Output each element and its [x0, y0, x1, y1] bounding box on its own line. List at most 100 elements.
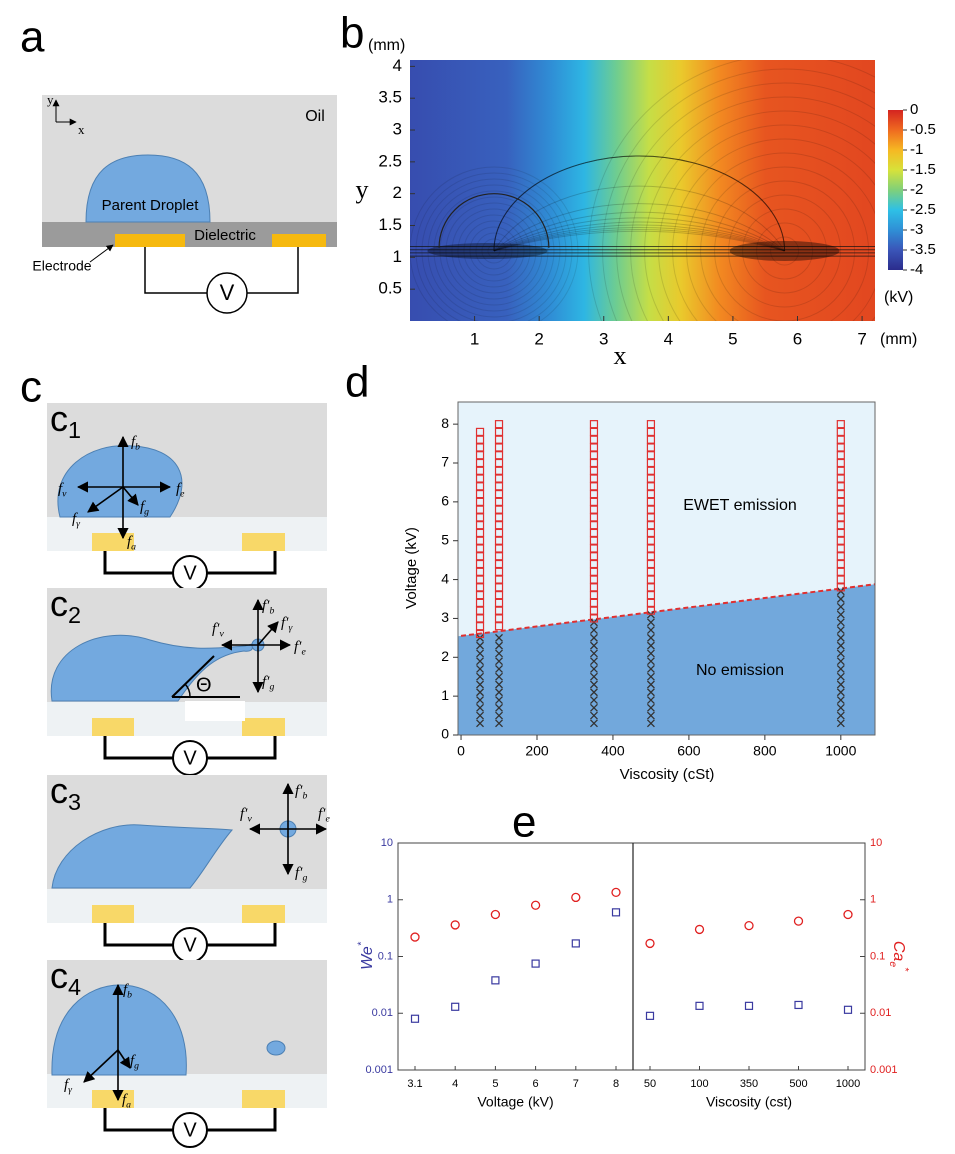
- x-tick-label: 600: [677, 743, 701, 759]
- force-arrow: [83, 1049, 119, 1083]
- no-emission-point: [495, 664, 503, 673]
- wire: [207, 1108, 277, 1132]
- no-emission-point: [646, 696, 655, 704]
- y2-tick-label: 1: [870, 894, 876, 906]
- no-emission-point: [646, 719, 655, 728]
- panel-label: c: [20, 363, 42, 412]
- x-tick-label: 5: [728, 329, 737, 348]
- emission-point: [589, 583, 599, 592]
- emission-point: [475, 528, 485, 538]
- force-label-sub: g: [134, 1061, 139, 1072]
- emission-point: [475, 575, 485, 584]
- field-lines: [410, 60, 875, 321]
- angle-arc: [184, 683, 191, 698]
- we-point: [744, 1001, 754, 1010]
- emission-point: [836, 458, 845, 468]
- y-tick-label: 1.5: [378, 215, 402, 234]
- emission-point: [836, 474, 845, 483]
- force-label-sub: g: [302, 873, 307, 884]
- emission-point: [646, 458, 656, 468]
- no-emission-point: [495, 680, 503, 689]
- force-label-main: f: [64, 1077, 70, 1093]
- angle-line: [171, 655, 215, 698]
- emission-point: [646, 528, 656, 538]
- no-emission-point: [836, 633, 845, 642]
- emission-point: [646, 489, 656, 499]
- emission-point: [494, 420, 504, 429]
- emission-point: [836, 489, 845, 499]
- emission-point: [475, 614, 485, 623]
- x-axis-title: Viscosity (cSt): [620, 766, 715, 783]
- emission-point: [494, 544, 504, 553]
- y-tick-label: 1: [387, 894, 393, 906]
- force-label-sub: b: [302, 791, 307, 802]
- emission-point: [836, 427, 845, 437]
- x-axis-title: Voltage (kV): [477, 1094, 553, 1110]
- emission-point: [494, 559, 504, 569]
- force-label: f′γ: [281, 615, 293, 633]
- emission-point: [589, 614, 599, 623]
- y2-axis-title: Cae*: [887, 941, 910, 972]
- emission-point: [494, 451, 504, 460]
- emission-point: [494, 466, 504, 475]
- y2-axis-title-main: Ca: [890, 941, 907, 962]
- x-tick-label: 8: [613, 1078, 619, 1090]
- no-emission-point: [476, 657, 484, 666]
- emission-point: [646, 427, 656, 437]
- x-tick-label: 5: [492, 1078, 498, 1090]
- field-chart: 1 2 3 4 5 6 7 0.5 1 1.5 2 2.5 3 3.5 4 x y (mm) (mm) 0 -0.5 -1…: [356, 37, 936, 370]
- force-label: fg: [140, 499, 149, 517]
- colorbar-tick-label: -3: [910, 221, 923, 238]
- field-line: [493, 224, 785, 252]
- y-tick-label: 1: [441, 687, 449, 703]
- y-tick-label: 0: [441, 726, 449, 742]
- y-tick-label: 2.5: [378, 151, 402, 170]
- electrode: [242, 533, 285, 551]
- force-label-main: f: [140, 499, 146, 515]
- region-label: EWET emission: [683, 497, 797, 514]
- region-label: No emission: [696, 662, 784, 679]
- no-emission-point: [590, 649, 598, 658]
- force-label-main: f′: [262, 598, 270, 614]
- emission-point: [836, 420, 845, 429]
- no-emission-point: [646, 672, 655, 681]
- emission-point: [589, 521, 599, 530]
- wire: [103, 923, 173, 947]
- x-tick-label: 4: [664, 329, 673, 348]
- field-line: [493, 211, 785, 252]
- emission-point: [646, 474, 656, 483]
- force-label-main: f′: [295, 783, 303, 799]
- ca-point: [490, 909, 501, 920]
- emission-point: [836, 435, 845, 444]
- boundary-line: [460, 583, 876, 637]
- no-emission-point: [836, 626, 845, 635]
- force-label-main: f: [123, 982, 129, 998]
- field-map: [410, 60, 875, 321]
- x-tick-label: 200: [525, 743, 549, 759]
- force-label-sub: a: [131, 542, 136, 553]
- subpanel-label-sub: 4: [68, 974, 81, 1000]
- we-point: [645, 1011, 655, 1020]
- x-tick-label: 1000: [825, 743, 856, 759]
- voltage-label: V: [183, 934, 197, 956]
- no-emission-point: [590, 672, 598, 681]
- field-line: [487, 244, 501, 258]
- emission-point: [836, 505, 845, 514]
- force-label: f′v: [240, 806, 252, 824]
- force-label-sub: b: [135, 442, 140, 453]
- emission-point: [836, 544, 845, 553]
- emission-point: [475, 536, 485, 545]
- force-label: f′e: [318, 806, 330, 824]
- emission-point: [836, 513, 845, 522]
- field-line: [493, 155, 786, 251]
- colorbar-tick-label: -3.5: [910, 241, 936, 258]
- no-emission-point: [646, 703, 655, 712]
- emission-point: [589, 458, 599, 468]
- no-emission-point: [495, 688, 503, 697]
- y-tick-label: 0.01: [372, 1007, 393, 1019]
- emission-point: [589, 497, 599, 506]
- axis-label: x: [78, 122, 85, 137]
- emission-point: [646, 583, 656, 592]
- label: Oil: [305, 108, 325, 125]
- emission-point: [475, 451, 485, 460]
